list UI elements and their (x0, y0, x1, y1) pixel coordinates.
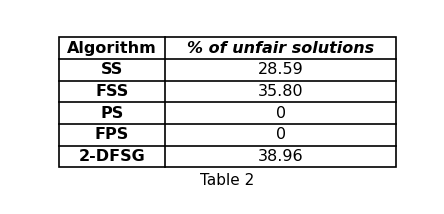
Text: Algorithm: Algorithm (67, 41, 157, 56)
Text: 0: 0 (276, 106, 286, 121)
Text: 35.80: 35.80 (258, 84, 304, 99)
Text: 2-DFSG: 2-DFSG (79, 149, 146, 164)
Text: 28.59: 28.59 (258, 62, 304, 77)
Text: 0: 0 (276, 127, 286, 142)
Text: 38.96: 38.96 (258, 149, 304, 164)
Text: Table 2: Table 2 (200, 173, 255, 188)
Text: PS: PS (100, 106, 124, 121)
Text: FSS: FSS (95, 84, 129, 99)
Text: % of unfair solutions: % of unfair solutions (187, 41, 374, 56)
Text: FPS: FPS (95, 127, 129, 142)
Text: SS: SS (101, 62, 123, 77)
